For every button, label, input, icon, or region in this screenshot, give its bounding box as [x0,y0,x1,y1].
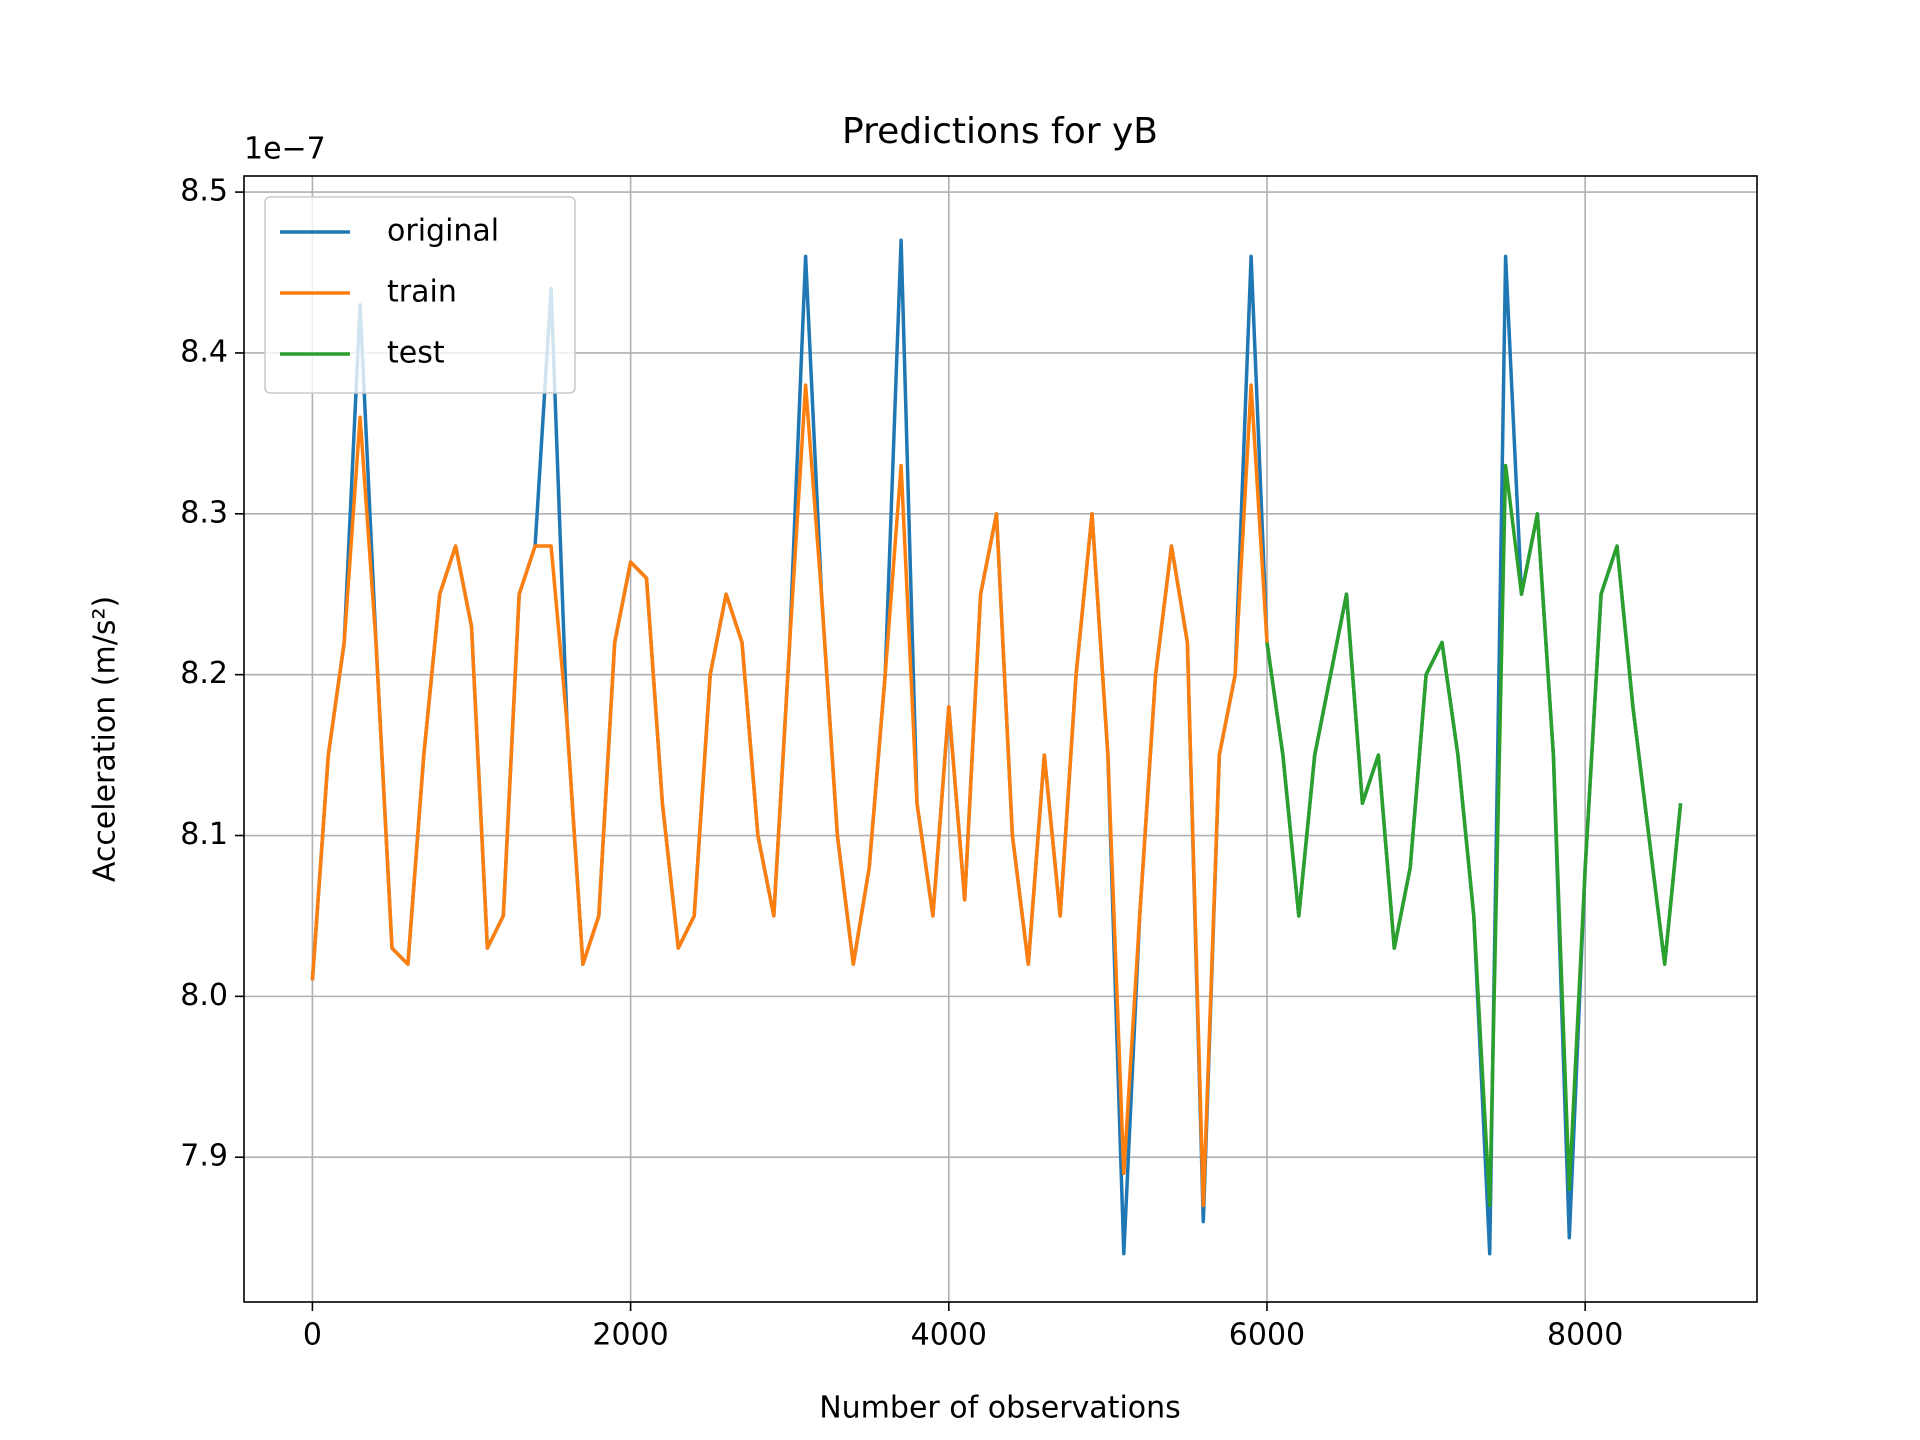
chart-title: Predictions for yB [842,111,1158,152]
y-tick-label: 8.0 [180,978,228,1013]
plot-frame [243,175,1758,1303]
legend-label: original [387,214,499,249]
legend-label: test [387,336,445,371]
x-tick-label: 0 [303,1318,322,1353]
legend: original train test [264,196,576,394]
legend-label: train [387,275,457,310]
y-tick-label: 8.3 [180,495,228,530]
x-tick-label: 6000 [1229,1318,1305,1353]
x-tick-label: 4000 [911,1318,987,1353]
series-line [1265,463,1683,1208]
x-axis-label: Number of observations [819,1391,1181,1426]
y-tick-label: 8.4 [180,334,228,369]
y-tick-label: 8.2 [180,656,228,691]
x-tick-label: 2000 [592,1318,668,1353]
legend-box [264,196,576,394]
y-tick-label: 8.5 [180,174,228,209]
x-tick-label: 8000 [1547,1318,1623,1353]
y-offset-label: 1e−7 [244,132,326,167]
y-tick-label: 7.9 [180,1139,228,1174]
series-line [310,383,1269,1208]
y-tick-label: 8.1 [180,817,228,852]
y-axis-label: Acceleration (m/s²) [88,596,123,882]
